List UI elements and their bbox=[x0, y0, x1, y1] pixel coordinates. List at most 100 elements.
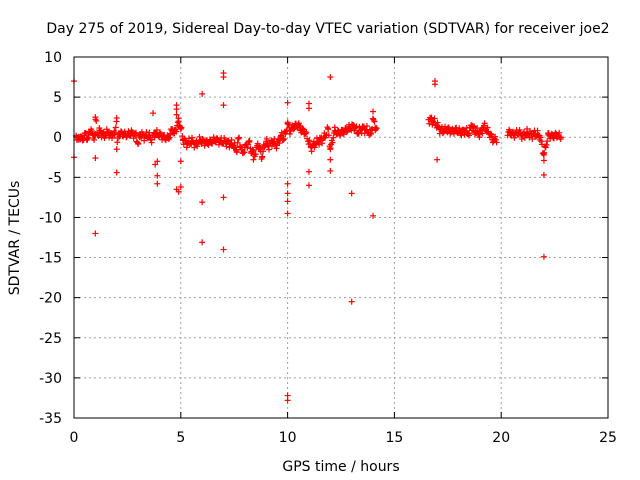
data-point bbox=[330, 134, 337, 141]
data-point bbox=[458, 132, 465, 139]
data-point bbox=[327, 167, 334, 174]
x-tick-label: 10 bbox=[279, 430, 297, 446]
x-axis-label: GPS time / hours bbox=[282, 459, 399, 475]
y-tick-label: 5 bbox=[53, 90, 62, 106]
data-point bbox=[191, 144, 198, 151]
x-tick-label: 20 bbox=[492, 430, 510, 446]
data-point bbox=[428, 114, 435, 121]
data-point bbox=[492, 133, 499, 140]
data-point bbox=[283, 127, 290, 134]
y-tick-label: -5 bbox=[48, 170, 62, 186]
data-point bbox=[180, 141, 187, 148]
data-point bbox=[154, 180, 161, 187]
data-point bbox=[173, 128, 180, 135]
chart-title: Day 275 of 2019, Sidereal Day-to-day VTE… bbox=[46, 21, 609, 37]
y-tick-label: -20 bbox=[39, 291, 62, 307]
data-point bbox=[177, 183, 184, 190]
data-point bbox=[534, 127, 541, 134]
data-point bbox=[276, 140, 283, 147]
data-point bbox=[173, 106, 180, 113]
data-point bbox=[284, 210, 291, 217]
data-point bbox=[135, 141, 142, 148]
data-point bbox=[249, 146, 256, 153]
data-point bbox=[250, 147, 257, 154]
data-point bbox=[100, 128, 107, 135]
data-point bbox=[434, 119, 441, 126]
y-tick-labels: 10 5 0 -5 -10 -15 -20 -25 -30 -35 bbox=[39, 50, 62, 427]
data-point bbox=[315, 138, 322, 145]
data-point bbox=[177, 125, 184, 132]
data-point bbox=[348, 190, 355, 197]
data-point bbox=[280, 137, 287, 144]
data-point bbox=[109, 135, 116, 142]
data-point bbox=[125, 128, 132, 135]
data-point bbox=[290, 126, 297, 133]
data-point bbox=[327, 74, 334, 81]
data-point bbox=[468, 127, 475, 134]
data-point bbox=[88, 127, 95, 134]
data-point bbox=[245, 141, 252, 148]
data-point bbox=[277, 132, 284, 139]
data-point bbox=[550, 135, 557, 142]
data-point bbox=[132, 130, 139, 137]
data-point bbox=[178, 124, 185, 131]
data-point bbox=[370, 108, 377, 115]
data-point bbox=[215, 141, 222, 148]
data-point bbox=[280, 136, 287, 143]
data-point bbox=[236, 134, 243, 141]
data-point bbox=[431, 81, 438, 88]
data-point bbox=[132, 129, 139, 136]
data-point bbox=[543, 141, 550, 148]
y-tick-label: 0 bbox=[53, 130, 62, 146]
data-point bbox=[148, 139, 155, 146]
y-axis-label: SDTVAR / TECUs bbox=[7, 181, 23, 296]
data-point bbox=[252, 151, 259, 158]
data-point bbox=[194, 143, 201, 150]
data-point bbox=[221, 134, 228, 141]
data-point bbox=[266, 146, 273, 153]
data-point bbox=[295, 120, 302, 127]
data-point bbox=[284, 99, 291, 106]
data-point bbox=[518, 135, 525, 142]
x-tick-label: 0 bbox=[70, 430, 79, 446]
data-point bbox=[92, 230, 99, 237]
data-point bbox=[166, 134, 173, 141]
y-tick-label: 10 bbox=[44, 50, 62, 66]
data-point bbox=[150, 110, 157, 117]
data-point bbox=[154, 172, 161, 179]
data-point bbox=[220, 74, 227, 81]
data-point bbox=[284, 190, 291, 197]
data-point bbox=[173, 111, 180, 118]
data-point bbox=[223, 143, 230, 150]
data-points bbox=[71, 70, 565, 404]
data-point bbox=[220, 246, 227, 253]
data-point bbox=[225, 137, 232, 144]
data-point bbox=[476, 134, 483, 141]
data-point bbox=[154, 158, 161, 165]
y-tick-label: -25 bbox=[39, 331, 62, 347]
y-tick-label: -35 bbox=[39, 411, 62, 427]
data-point bbox=[347, 126, 354, 133]
data-point bbox=[540, 157, 547, 164]
data-point bbox=[331, 124, 338, 131]
data-point bbox=[327, 145, 334, 152]
data-point bbox=[319, 140, 326, 147]
data-point bbox=[98, 134, 105, 141]
data-point bbox=[537, 134, 544, 141]
data-point bbox=[325, 132, 332, 139]
data-point bbox=[308, 148, 315, 155]
data-point bbox=[442, 123, 449, 130]
data-point bbox=[516, 126, 523, 133]
data-point bbox=[305, 168, 312, 175]
data-point bbox=[284, 397, 291, 404]
data-point bbox=[557, 135, 564, 142]
y-tick-label: -15 bbox=[39, 251, 62, 267]
data-point bbox=[113, 169, 120, 176]
data-point bbox=[85, 134, 92, 141]
data-point bbox=[487, 130, 494, 137]
axis-ticks bbox=[73, 56, 609, 419]
data-point bbox=[103, 126, 110, 133]
data-point bbox=[189, 134, 196, 141]
data-point bbox=[300, 126, 307, 133]
data-point bbox=[305, 182, 312, 189]
